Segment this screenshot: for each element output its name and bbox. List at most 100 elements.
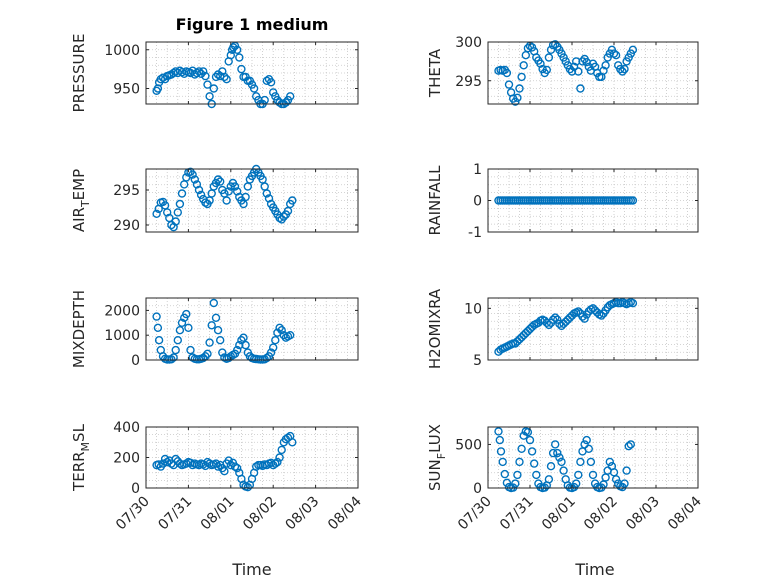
data-point (517, 333, 526, 342)
axes-frame (487, 41, 699, 105)
data-point (574, 307, 583, 316)
x-tick-label: 07/30 (455, 494, 495, 534)
data-point (502, 478, 512, 487)
data-point (171, 454, 180, 464)
y-tick-label: 1 (473, 162, 482, 178)
data-point (182, 309, 191, 319)
x-tick-label: 08/04 (665, 493, 705, 533)
data-series (494, 196, 638, 205)
data-point (620, 479, 629, 488)
y-tick-label: 400 (113, 420, 140, 436)
x-tick-label: 08/01 (539, 494, 579, 534)
data-point (288, 196, 297, 205)
data-point (188, 170, 197, 179)
y-axis-label: MIXDEPTH (70, 290, 88, 368)
data-point (171, 217, 180, 226)
x-tick-label: 08/04 (325, 493, 365, 533)
data-point (517, 72, 526, 82)
y-tick-label: 0 (473, 481, 482, 497)
data-point (218, 67, 227, 76)
data-point (628, 196, 638, 205)
data-point (572, 479, 581, 488)
data-point (609, 49, 619, 58)
data-point (544, 320, 554, 330)
data-point (527, 447, 537, 456)
data-point (175, 326, 185, 335)
data-point (239, 333, 248, 342)
data-point (544, 53, 554, 62)
data-point (211, 313, 221, 322)
data-point (230, 462, 240, 471)
data-point (286, 92, 295, 101)
data-point (190, 175, 200, 184)
data-point (198, 67, 208, 76)
data-series (494, 297, 638, 356)
data-point (532, 470, 541, 480)
subplot-terr-msl: 0 200 400 TERRMSL 07/30 07/31 08/01 08/02 08/03 0… (70, 420, 365, 533)
data-point (232, 464, 242, 473)
data-point (152, 209, 161, 219)
data-point (578, 57, 587, 66)
data-point (513, 470, 522, 480)
data-point (628, 299, 638, 308)
data-point (230, 182, 240, 191)
subplot-h2omixra: 5 10 H2OMIXRA (426, 288, 699, 369)
data-point (226, 51, 236, 60)
data-point (213, 462, 223, 471)
subplot-pressure: 950 1000 PRESSURE (70, 34, 359, 112)
data-point (173, 336, 183, 345)
data-point (279, 212, 288, 221)
y-tick-label: 200 (113, 451, 140, 467)
data-point (262, 189, 271, 198)
y-tick-label: 500 (455, 437, 482, 453)
data-point (515, 84, 524, 93)
data-point (215, 71, 225, 81)
data-point (574, 470, 583, 480)
data-point (553, 315, 562, 324)
y-tick-label: 10 (464, 301, 482, 317)
y-tick-label: 290 (113, 218, 140, 234)
data-point (515, 457, 524, 467)
data-point (249, 84, 259, 93)
data-point (196, 69, 206, 79)
data-point (196, 190, 206, 200)
data-point (495, 435, 504, 445)
data-point (201, 71, 210, 81)
data-point (173, 208, 183, 217)
data-point (177, 318, 187, 327)
x-tick-label: 08/03 (283, 494, 323, 534)
data-point (551, 440, 560, 449)
data-point (232, 45, 242, 54)
data-point (222, 196, 231, 205)
data-point (281, 98, 291, 107)
axes-frame (145, 41, 359, 105)
data-point (561, 317, 570, 326)
data-point (224, 187, 233, 196)
data-point (226, 460, 236, 470)
data-point (209, 84, 219, 93)
data-point (215, 177, 225, 186)
axes-frame (487, 426, 699, 489)
axes-frame (145, 168, 359, 233)
data-point (504, 80, 514, 89)
x-tick-label: 07/31 (497, 494, 537, 534)
data-point (576, 457, 585, 467)
data-point (553, 448, 562, 458)
data-point (177, 189, 187, 198)
data-point (578, 312, 587, 321)
data-point (496, 447, 506, 456)
y-axis-label: RAINFALL (426, 165, 444, 236)
data-point (513, 93, 522, 103)
data-point (624, 442, 633, 451)
data-point (167, 355, 176, 364)
data-point (605, 457, 614, 467)
data-point (498, 457, 507, 467)
data-point (620, 64, 629, 74)
y-tick-label: 5 (473, 353, 482, 369)
data-point (275, 323, 284, 332)
data-point (548, 448, 558, 458)
data-point (511, 479, 520, 488)
data-point (237, 336, 246, 345)
data-point (232, 345, 242, 355)
